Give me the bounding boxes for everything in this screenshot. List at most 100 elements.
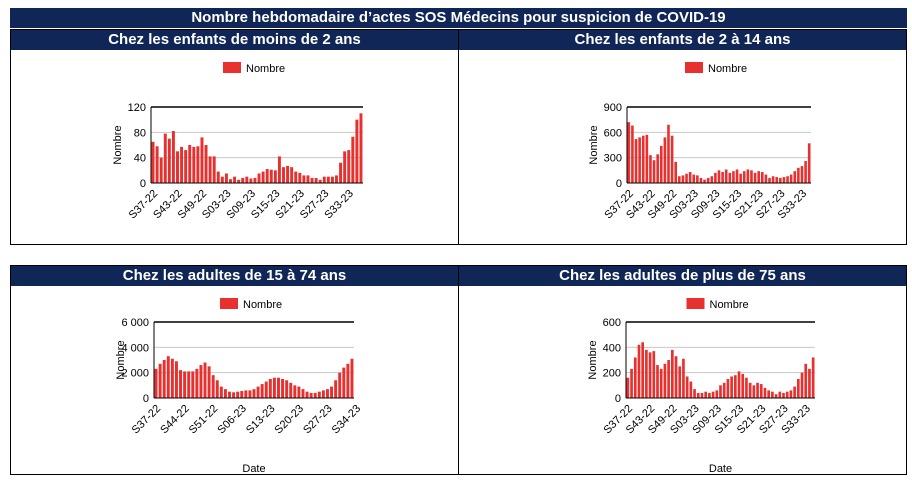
bar [627,122,631,183]
bar [800,372,804,398]
bar [771,176,775,183]
bar [641,135,645,183]
legend-label: Nombre [710,299,749,311]
y-tick-label: 0 [143,393,149,405]
bar [174,361,178,398]
bar [240,391,244,398]
bar [800,166,804,183]
bar [260,384,264,398]
bar [648,352,652,398]
bar [674,161,678,183]
legend-label: Nombre [246,63,285,75]
bar [746,169,750,183]
bar [317,391,321,398]
bar [208,156,212,183]
chart-2-to-14: Nombre0300600900S37-22S43-22S49-22S03-23… [588,62,811,221]
y-tick-label: 80 [134,127,146,139]
bar [314,177,318,183]
bar [248,390,252,398]
bar [302,175,306,183]
bar [207,366,211,398]
bar [782,177,786,183]
bar [811,357,815,398]
bar [171,131,175,183]
bar [696,392,700,398]
bar [297,386,301,398]
bar [645,134,649,183]
bar [737,371,741,398]
bar [742,171,746,183]
y-tick-label: 6 000 [121,317,149,329]
bar [294,171,298,183]
panel-15-to-74: Chez les adultes de 15 à 74 ans Nombre 0 2… [10,265,459,475]
bar [778,391,782,398]
y-tick-label: 400 [603,342,621,354]
bar [674,356,678,398]
bar [741,373,745,398]
bar [253,177,257,183]
bar [763,387,767,398]
chart-over-75: Nombre0200400600S37-22S43-22S49-22S03-23… [587,298,815,475]
bar [359,113,363,183]
bar [170,358,174,398]
bar [703,179,706,183]
bar [309,392,313,398]
bar [306,175,310,183]
bar [151,141,155,183]
bar [696,175,699,183]
bar [678,366,682,398]
bar [663,363,667,398]
bar [688,172,692,183]
chart-row-top: Chez les enfants de moins de 2 ans Nombr… [10,29,907,245]
bar [638,137,641,183]
bar [711,391,715,398]
bar [652,351,656,398]
bar [346,363,350,398]
bar [637,344,641,398]
bar [641,342,645,398]
bar [692,174,696,183]
bar [670,349,674,398]
bar [699,177,703,183]
bar [204,145,208,183]
bar [733,375,737,398]
bar [211,375,215,398]
bar [748,382,752,398]
bar [663,137,667,183]
bar [219,386,223,398]
bar [200,137,204,183]
bar [166,356,170,398]
bar [728,172,732,183]
bar [789,174,793,183]
bar [752,385,756,398]
bar [184,150,188,183]
bar [649,155,652,183]
bar [180,146,184,183]
bar [786,176,789,183]
bar [785,391,789,398]
bar [745,377,748,398]
bar [700,392,704,398]
bar [732,171,735,183]
bar [757,171,760,183]
panel-under-2: Chez les enfants de moins de 2 ans Nombr… [10,29,459,245]
bar [753,172,757,183]
panel-2-to-14: Chez les enfants de 2 à 14 ans Nombre 0 30… [458,29,907,245]
bar [717,170,721,183]
bar [722,382,726,398]
bar [216,171,220,183]
bar [704,391,708,398]
bar [245,176,249,183]
bar [289,382,293,398]
bar [285,380,289,398]
y-axis-title: Nombre [112,125,124,164]
bar [645,349,648,398]
bar [689,381,693,398]
bar [298,172,302,183]
y-tick-label: 4 000 [121,342,149,354]
panel-over-75: Chez les adultes de plus de 75 ans Nombr… [458,265,907,475]
bar [804,363,808,398]
bar [330,176,334,183]
panel-title: Chez les adultes de 15 à 74 ans [11,266,458,286]
bar [212,156,216,183]
